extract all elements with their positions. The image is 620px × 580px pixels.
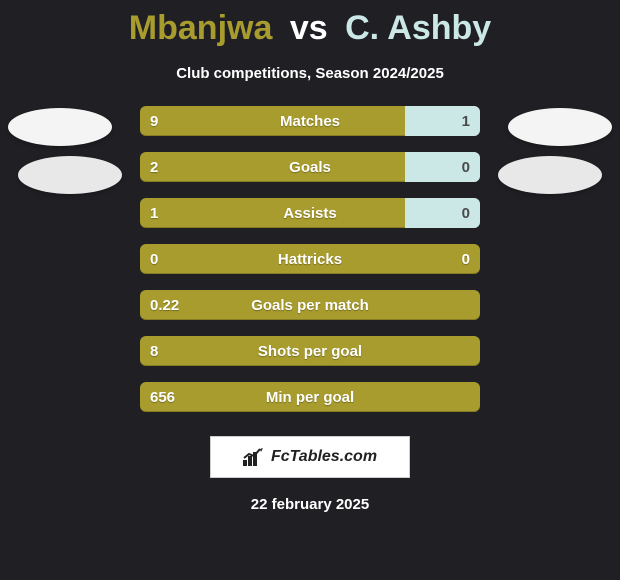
vs-label: vs — [290, 9, 328, 47]
chart-area: 9Matches12Goals01Assists00Hattricks00.22… — [0, 106, 620, 412]
stat-right-value: 0 — [462, 244, 470, 274]
stat-row: 1Assists0 — [140, 198, 480, 228]
avatar-player1-mid — [18, 156, 122, 194]
stat-label: Goals per match — [140, 290, 480, 320]
stat-row: 0.22Goals per match — [140, 290, 480, 320]
comparison-card: Mbanjwa vs C. Ashby Club competitions, S… — [0, 0, 620, 580]
stat-row: 656Min per goal — [140, 382, 480, 412]
stat-label: Assists — [140, 198, 480, 228]
stat-label: Matches — [140, 106, 480, 136]
logo[interactable]: FcTables.com — [210, 436, 410, 478]
stat-row: 2Goals0 — [140, 152, 480, 182]
logo-text: FcTables.com — [271, 448, 377, 466]
chart-icon — [243, 448, 265, 466]
avatar-player2-mid — [498, 156, 602, 194]
date-label: 22 february 2025 — [251, 496, 369, 513]
page-title: Mbanjwa vs C. Ashby — [129, 10, 491, 47]
stat-right-value: 1 — [462, 106, 470, 136]
stat-row: 8Shots per goal — [140, 336, 480, 366]
stat-label: Hattricks — [140, 244, 480, 274]
stat-label: Min per goal — [140, 382, 480, 412]
subtitle: Club competitions, Season 2024/2025 — [176, 65, 444, 82]
stat-row: 0Hattricks0 — [140, 244, 480, 274]
stat-row: 9Matches1 — [140, 106, 480, 136]
stat-right-value: 0 — [462, 198, 470, 228]
stat-right-value: 0 — [462, 152, 470, 182]
avatar-player2-top — [508, 108, 612, 146]
player2-name: C. Ashby — [345, 9, 491, 47]
stat-bars: 9Matches12Goals01Assists00Hattricks00.22… — [140, 106, 480, 412]
avatar-player1-top — [8, 108, 112, 146]
player1-name: Mbanjwa — [129, 9, 273, 47]
stat-label: Shots per goal — [140, 336, 480, 366]
stat-label: Goals — [140, 152, 480, 182]
